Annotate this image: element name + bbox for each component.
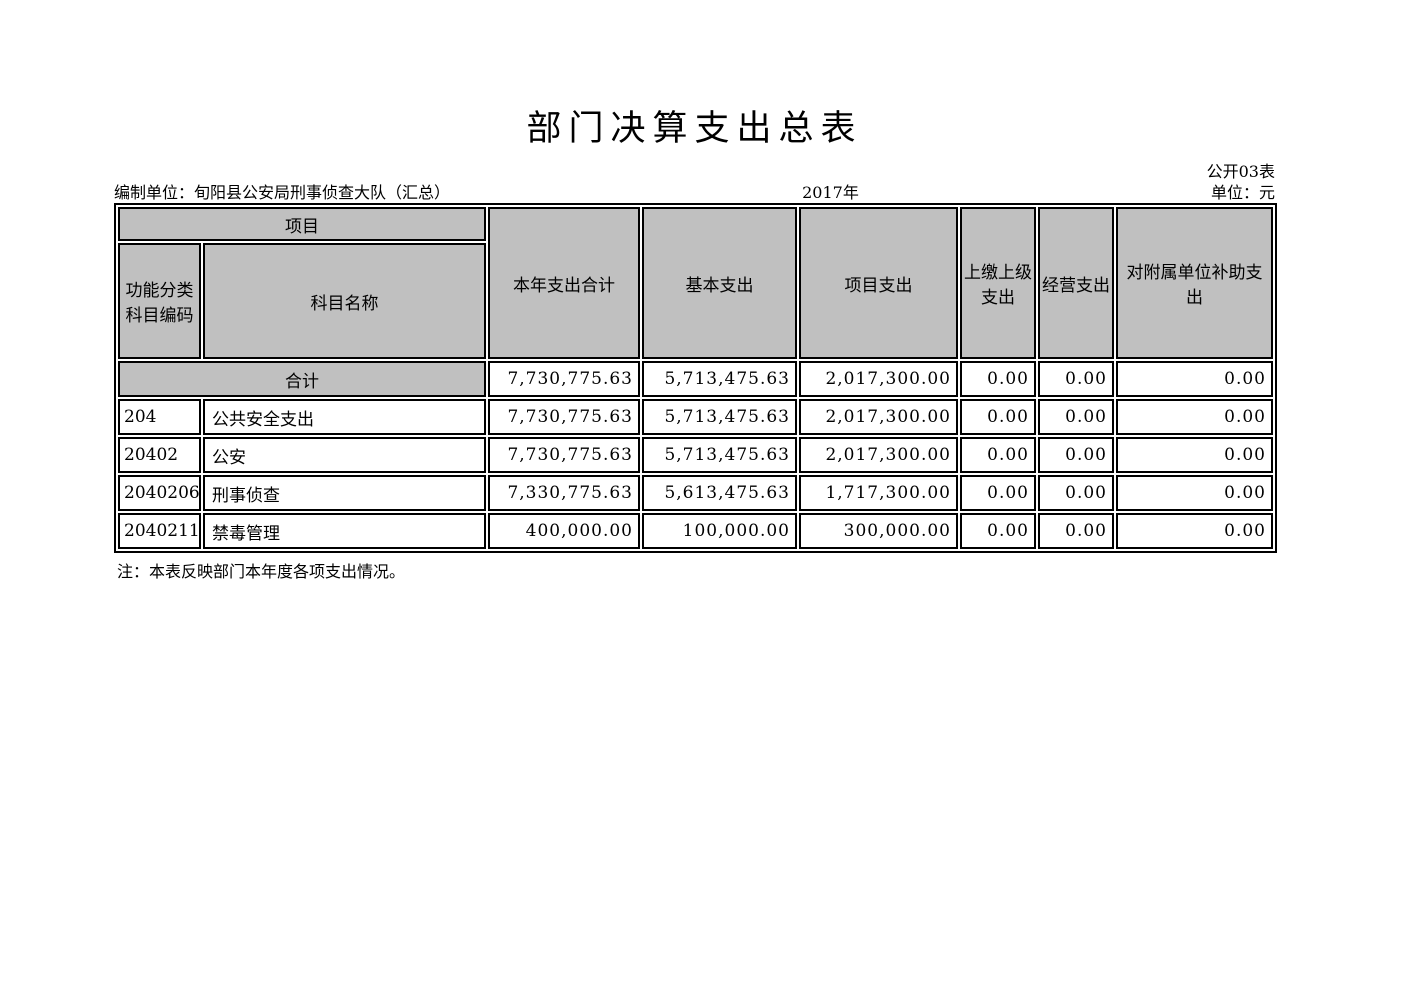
cell-name: 公共安全支出 — [203, 399, 486, 435]
cell-name: 禁毒管理 — [203, 513, 486, 549]
meta-line: 编制单位：旬阳县公安局刑事侦查大队（汇总） 2017年 单位：元 — [114, 183, 1275, 202]
header-row-1: 项目 本年支出合计 基本支出 项目支出 上缴上级支出 经营支出 对附属单位补助支… — [118, 207, 1273, 359]
header-subject-name: 科目名称 — [203, 243, 486, 359]
cell-value: 0.00 — [1116, 475, 1273, 511]
cell-value: 7,330,775.63 — [488, 475, 640, 511]
table-row: 20402 公安 7,730,775.63 5,713,475.63 2,017… — [118, 437, 1273, 473]
total-value: 0.00 — [1116, 361, 1273, 397]
cell-value: 0.00 — [1038, 399, 1114, 435]
unit-label: 单位：元 — [1210, 183, 1275, 202]
cell-value: 7,730,775.63 — [488, 437, 640, 473]
doc-number-label: 公开03表 — [1206, 162, 1275, 181]
cell-value: 0.00 — [1116, 399, 1273, 435]
header-col-basic: 基本支出 — [642, 207, 797, 359]
cell-name: 刑事侦查 — [203, 475, 486, 511]
cell-value: 0.00 — [1116, 437, 1273, 473]
table-row: 2040211 禁毒管理 400,000.00 100,000.00 300,0… — [118, 513, 1273, 549]
cell-value: 5,613,475.63 — [642, 475, 797, 511]
header-col-year-total: 本年支出合计 — [488, 207, 640, 359]
header-row-2: 功能分类科目编码 科目名称 — [118, 243, 1273, 359]
cell-value: 0.00 — [1038, 513, 1114, 549]
cell-value: 0.00 — [1038, 475, 1114, 511]
cell-value: 0.00 — [1116, 513, 1273, 549]
year-label: 2017年 — [802, 183, 859, 202]
total-value: 0.00 — [960, 361, 1036, 397]
header-col-operating: 经营支出 — [1038, 207, 1114, 359]
cell-value: 0.00 — [960, 475, 1036, 511]
cell-value: 2,017,300.00 — [799, 437, 958, 473]
cell-value: 0.00 — [1038, 437, 1114, 473]
cell-value: 2,017,300.00 — [799, 399, 958, 435]
total-row: 合计 7,730,775.63 5,713,475.63 2,017,300.0… — [118, 361, 1273, 397]
cell-value: 5,713,475.63 — [642, 437, 797, 473]
cell-value: 400,000.00 — [488, 513, 640, 549]
cell-value: 100,000.00 — [642, 513, 797, 549]
expenditure-table: 项目 本年支出合计 基本支出 项目支出 上缴上级支出 经营支出 对附属单位补助支… — [114, 203, 1277, 553]
cell-value: 1,717,300.00 — [799, 475, 958, 511]
cell-value: 300,000.00 — [799, 513, 958, 549]
cell-code: 20402 — [118, 437, 201, 473]
cell-code: 204 — [118, 399, 201, 435]
cell-code: 2040206 — [118, 475, 201, 511]
cell-name: 公安 — [203, 437, 486, 473]
total-value: 2,017,300.00 — [799, 361, 958, 397]
header-code: 功能分类科目编码 — [118, 243, 201, 359]
cell-value: 5,713,475.63 — [642, 399, 797, 435]
cell-value: 0.00 — [960, 513, 1036, 549]
total-row-label: 合计 — [118, 361, 486, 397]
header-project-group: 项目 — [118, 207, 486, 241]
header-col-upturn: 上缴上级支出 — [960, 207, 1036, 359]
header-col-project: 项目支出 — [799, 207, 958, 359]
total-value: 5,713,475.63 — [642, 361, 797, 397]
cell-code: 2040211 — [118, 513, 201, 549]
cell-value: 7,730,775.63 — [488, 399, 640, 435]
page-title: 部门决算支出总表 — [526, 109, 863, 149]
prepared-by-label: 编制单位：旬阳县公安局刑事侦查大队（汇总） — [114, 183, 451, 202]
table-row: 204 公共安全支出 7,730,775.63 5,713,475.63 2,0… — [118, 399, 1273, 435]
header-col-subsidy: 对附属单位补助支出 — [1116, 207, 1273, 359]
cell-value: 0.00 — [960, 437, 1036, 473]
table-note: 注：本表反映部门本年度各项支出情况。 — [117, 562, 406, 581]
total-value: 7,730,775.63 — [488, 361, 640, 397]
report-content: 部门决算支出总表 公开03表 编制单位：旬阳县公安局刑事侦查大队（汇总） 201… — [114, 0, 1277, 582]
total-value: 0.00 — [1038, 361, 1114, 397]
cell-value: 0.00 — [960, 399, 1036, 435]
table-row: 2040206 刑事侦查 7,330,775.63 5,613,475.63 1… — [118, 475, 1273, 511]
